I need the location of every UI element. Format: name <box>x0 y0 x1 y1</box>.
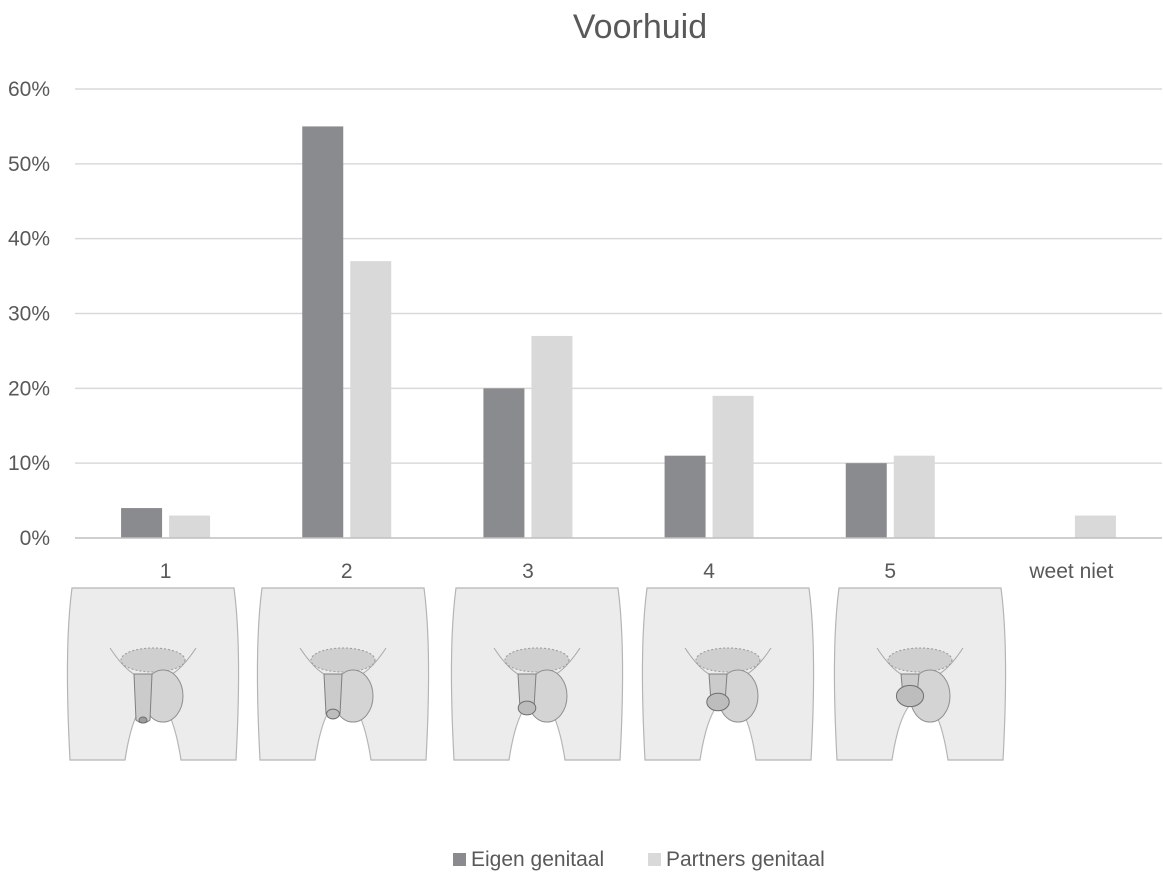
x-tick-label: 5 <box>884 560 896 583</box>
legend-label: Partners genitaal <box>666 848 825 871</box>
gridlines <box>75 88 1162 464</box>
pelvis-foreskin-mostly-retracted-icon <box>641 587 815 761</box>
legend: Eigen genitaal Partners genitaal <box>453 848 825 871</box>
legend-swatch <box>648 853 661 866</box>
bar-eigen-2 <box>302 126 344 539</box>
y-tick-label: 10% <box>8 452 50 475</box>
pelvis-foreskin-fully-retracted-icon <box>833 587 1007 761</box>
pelvis-foreskin-mostly-covered-icon <box>256 587 430 761</box>
x-tick-label: 3 <box>522 560 534 583</box>
y-tick-label: 20% <box>8 377 50 400</box>
legend-swatch <box>453 853 466 866</box>
x-tick-label: weet niet <box>1028 560 1113 583</box>
bar-eigen-1 <box>121 508 163 538</box>
bar-eigen-3 <box>483 388 525 538</box>
y-tick-label: 50% <box>8 153 50 176</box>
bar-partners-4 <box>712 395 754 538</box>
y-tick-label: 40% <box>8 228 50 251</box>
bar-eigen-5 <box>845 463 887 538</box>
x-tick-label: 4 <box>703 560 715 583</box>
chart-title: Voorhuid <box>573 8 707 46</box>
y-tick-label: 60% <box>8 78 50 101</box>
pelvis-foreskin-partly-covered-icon <box>450 587 624 761</box>
y-tick-label: 30% <box>8 303 50 326</box>
y-axis-ticks: 0% 10% 20% 30% 40% 50% 60% <box>8 78 50 550</box>
illustrations <box>66 587 1007 761</box>
bar-partners-weet-niet <box>1074 515 1116 538</box>
bars <box>121 126 1116 539</box>
bar-partners-2 <box>350 261 392 538</box>
x-axis-ticks: 1 2 3 4 5 weet niet <box>160 560 1114 583</box>
bar-eigen-4 <box>664 455 706 538</box>
bar-partners-1 <box>169 515 211 538</box>
y-tick-label: 0% <box>20 527 50 550</box>
bar-partners-5 <box>893 455 935 538</box>
bar-partners-3 <box>531 335 573 538</box>
x-tick-label: 1 <box>160 560 172 583</box>
legend-label: Eigen genitaal <box>471 848 604 871</box>
x-tick-label: 2 <box>341 560 353 583</box>
pelvis-foreskin-fully-covered-icon <box>66 587 240 761</box>
